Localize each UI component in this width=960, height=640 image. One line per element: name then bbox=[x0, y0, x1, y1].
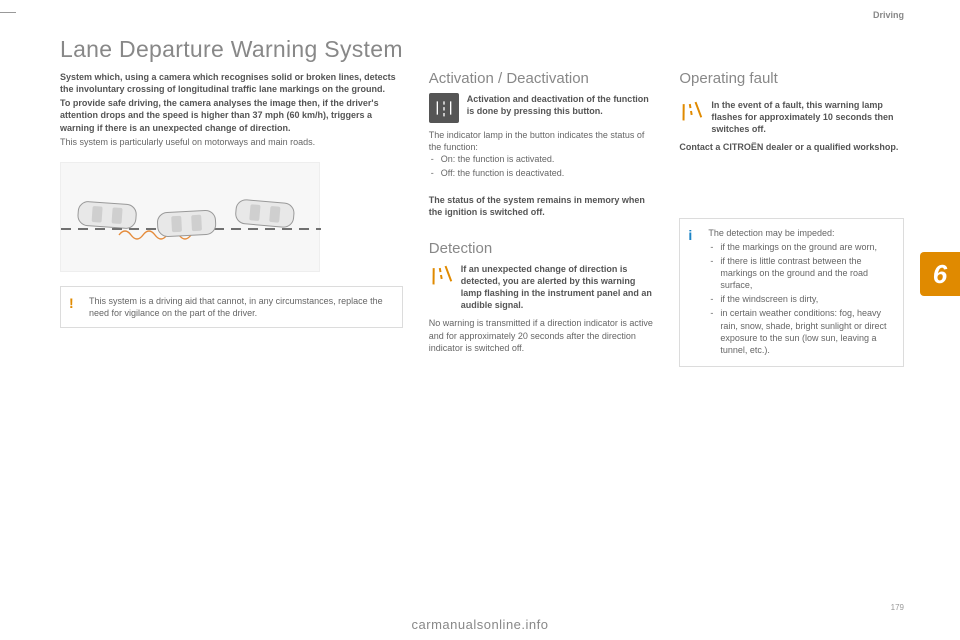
info-item-2: if there is little contrast between the … bbox=[708, 255, 893, 291]
activation-list: On: the function is activated. Off: the … bbox=[429, 153, 654, 179]
info-list: if the markings on the ground are worn, … bbox=[708, 241, 893, 356]
fault-contact: Contact a CITROËN dealer or a qualified … bbox=[679, 141, 904, 153]
warning-callout: ! This system is a driving aid that cann… bbox=[60, 286, 403, 328]
intro-p3: This system is particularly useful on mo… bbox=[60, 136, 403, 148]
lane-button-icon bbox=[429, 93, 459, 123]
info-lead: The detection may be impeded: bbox=[708, 227, 893, 239]
fault-icon-text: In the event of a fault, this warning la… bbox=[711, 99, 904, 135]
column-1: Lane Departure Warning System System whi… bbox=[60, 36, 403, 367]
warning-text: This system is a driving aid that cannot… bbox=[89, 295, 392, 319]
exclamation-icon: ! bbox=[69, 295, 74, 311]
detection-title: Detection bbox=[429, 240, 654, 257]
activation-icon-text: Activation and deactivation of the funct… bbox=[467, 93, 654, 123]
page-number: 179 bbox=[891, 603, 904, 612]
lane-warning-icon bbox=[429, 263, 453, 287]
page-title: Lane Departure Warning System bbox=[60, 36, 403, 63]
detection-icon-text: If an unexpected change of direction is … bbox=[461, 263, 654, 312]
fault-title: Operating fault bbox=[679, 70, 904, 87]
lane-departure-diagram bbox=[60, 162, 320, 272]
info-item-3: if the windscreen is dirty, bbox=[708, 293, 893, 305]
activation-title: Activation / Deactivation bbox=[429, 70, 654, 87]
activation-item-off: Off: the function is deactivated. bbox=[429, 167, 654, 179]
page-content: Lane Departure Warning System System whi… bbox=[0, 0, 960, 367]
info-item-1: if the markings on the ground are worn, bbox=[708, 241, 893, 253]
info-item-4: in certain weather conditions: fog, heav… bbox=[708, 307, 893, 356]
intro-p1: System which, using a camera which recog… bbox=[60, 71, 403, 95]
column-3: Operating fault In the event of a fault,… bbox=[679, 36, 904, 367]
info-icon: i bbox=[688, 227, 692, 243]
intro-p2: To provide safe driving, the camera anal… bbox=[60, 97, 403, 133]
activation-icon-line: Activation and deactivation of the funct… bbox=[429, 93, 654, 123]
section-label: Driving bbox=[873, 10, 904, 20]
activation-lead: The indicator lamp in the button indicat… bbox=[429, 129, 654, 153]
info-callout: i The detection may be impeded: if the m… bbox=[679, 218, 904, 367]
left-edge-rule bbox=[0, 12, 16, 13]
activation-memory: The status of the system remains in memo… bbox=[429, 194, 654, 218]
column-2: Activation / Deactivation Activation and… bbox=[429, 36, 654, 367]
detection-icon-line: If an unexpected change of direction is … bbox=[429, 263, 654, 312]
chapter-tab: 6 bbox=[920, 252, 960, 296]
footer-watermark: carmanualsonline.info bbox=[0, 617, 960, 632]
activation-item-on: On: the function is activated. bbox=[429, 153, 654, 165]
fault-icon-line: In the event of a fault, this warning la… bbox=[679, 99, 904, 135]
fault-warning-icon bbox=[679, 99, 703, 123]
detection-note: No warning is transmitted if a direction… bbox=[429, 317, 654, 353]
